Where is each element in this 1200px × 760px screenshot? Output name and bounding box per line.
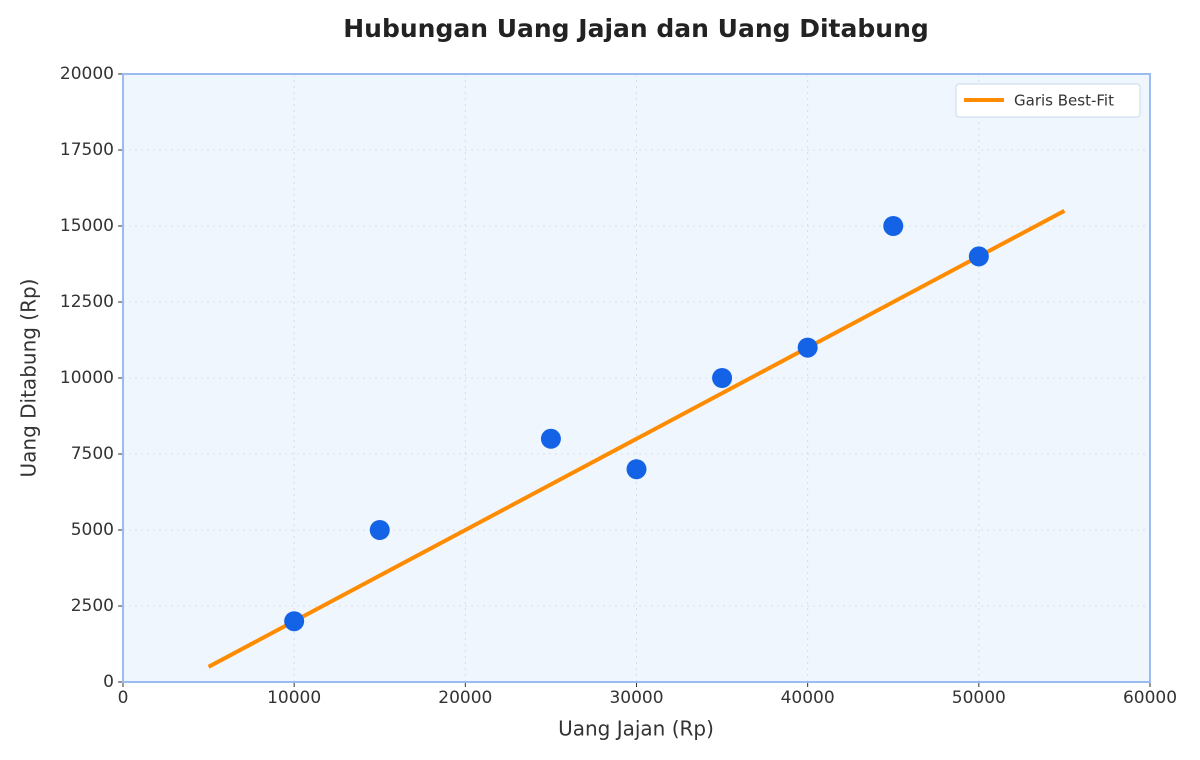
point [883, 216, 904, 236]
point [626, 459, 647, 480]
point [968, 246, 989, 267]
legend-box [955, 83, 1141, 118]
fit-line [207, 209, 1066, 669]
x-tick-label: 10000 [267, 688, 321, 708]
x-axis-label: Uang Jajan (Rp) [558, 717, 714, 741]
y-tick-label: 7500 [71, 444, 114, 464]
chart-title: Hubungan Uang Jajan dan Uang Ditabung [343, 14, 929, 43]
point [712, 368, 733, 388]
point [369, 520, 390, 540]
y-tick-label: 20000 [60, 64, 114, 84]
y-axis-label: Uang Ditabung (Rp) [17, 279, 41, 478]
point [540, 428, 561, 449]
y-tick-label: 15000 [60, 216, 114, 236]
x-tick-label: 20000 [438, 688, 492, 708]
point [284, 611, 305, 632]
x-tick-label: 30000 [609, 688, 663, 708]
y-tick-label: 17500 [60, 140, 114, 160]
x-tick-label: 50000 [952, 688, 1006, 708]
point [797, 337, 818, 358]
x-tick-label: 60000 [1123, 688, 1177, 708]
y-tick-label: 5000 [71, 520, 114, 540]
x-tick-label: 0 [118, 688, 129, 708]
y-tick-label: 2500 [71, 596, 114, 616]
y-tick-label: 12500 [60, 292, 114, 312]
y-tick-label: 0 [103, 672, 114, 692]
x-tick-label: 40000 [781, 688, 835, 708]
plot-area [123, 74, 1150, 682]
legend-label: Garis Best-Fit [1014, 92, 1114, 110]
y-tick-label: 10000 [60, 368, 114, 388]
plot-frame [122, 73, 1151, 683]
